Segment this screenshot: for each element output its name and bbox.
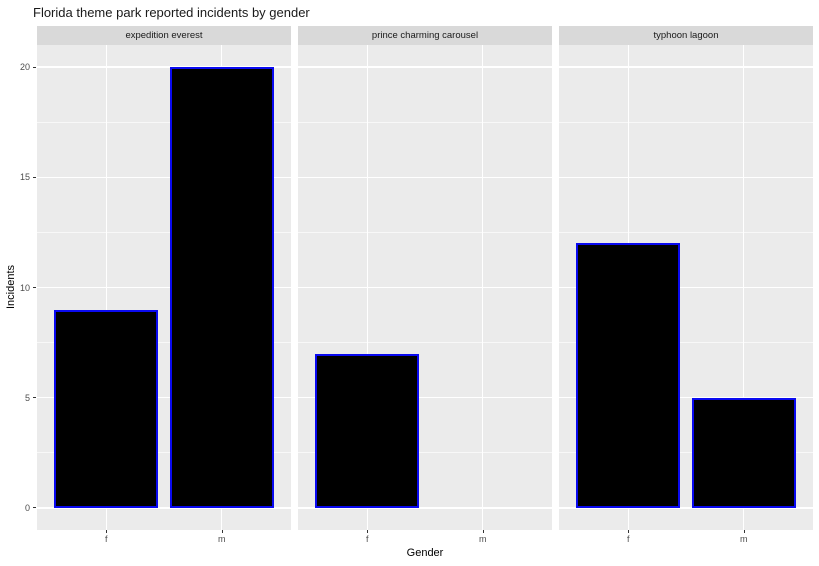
- y-tick: [33, 507, 36, 509]
- x-tick: [106, 530, 108, 533]
- gridline-major: [559, 66, 813, 68]
- facet-panel: [298, 45, 552, 530]
- gridline-vertical: [481, 45, 484, 530]
- gridline-vertical: [105, 45, 108, 530]
- bar: [576, 243, 681, 508]
- x-tick-label: f: [105, 534, 108, 544]
- gridline-major: [298, 507, 552, 509]
- x-tick: [482, 530, 484, 533]
- facet-strip: typhoon lagoon: [559, 26, 813, 45]
- x-tick-label: f: [366, 534, 369, 544]
- gridline-major: [37, 286, 291, 289]
- x-tick: [743, 530, 745, 533]
- x-tick-label: m: [739, 534, 748, 544]
- gridline-major: [559, 507, 813, 509]
- gridline-minor: [37, 342, 291, 344]
- gridline-minor: [298, 121, 552, 123]
- gridline-major: [37, 507, 291, 509]
- gridline-minor: [298, 231, 552, 233]
- x-tick-label: f: [627, 534, 630, 544]
- gridline-major: [37, 176, 291, 179]
- y-tick-label: 10: [19, 282, 30, 293]
- x-axis-title: Gender: [406, 547, 444, 559]
- gridline-major: [298, 286, 552, 289]
- gridline-major: [559, 396, 813, 399]
- x-tick-label: m: [217, 534, 226, 544]
- bar: [169, 67, 274, 508]
- y-tick: [33, 66, 36, 68]
- bar: [54, 309, 159, 508]
- x-tick: [221, 530, 223, 533]
- gridline-minor: [559, 121, 813, 123]
- y-tick-label: 0: [24, 502, 30, 513]
- y-tick-label: 20: [19, 62, 30, 73]
- y-tick-label: 15: [19, 172, 30, 183]
- gridline-minor: [559, 342, 813, 344]
- gridline-minor: [559, 231, 813, 233]
- gridline-vertical: [366, 45, 369, 530]
- gridline-major: [298, 396, 552, 399]
- bar: [691, 397, 796, 508]
- y-tick: [33, 287, 36, 288]
- gridline-minor: [298, 342, 552, 344]
- gridline-minor: [559, 452, 813, 454]
- y-tick: [33, 176, 36, 178]
- facet-strip: expedition everest: [37, 26, 291, 45]
- gridline-major: [37, 396, 291, 399]
- gridline-major: [559, 176, 813, 179]
- y-tick-label: 5: [24, 392, 30, 403]
- facet-strip: prince charming carousel: [298, 26, 552, 45]
- facet-panel: [559, 45, 813, 530]
- gridline-minor: [298, 452, 552, 454]
- chart-title: Florida theme park reported incidents by…: [33, 5, 310, 20]
- gridline-major: [298, 66, 552, 68]
- gridline-major: [298, 176, 552, 179]
- gridline-minor: [37, 452, 291, 454]
- bar: [315, 353, 420, 508]
- facet-panel: [37, 45, 291, 530]
- y-tick: [33, 397, 36, 399]
- x-tick: [628, 530, 630, 533]
- gridline-minor: [37, 121, 291, 123]
- gridline-major: [559, 286, 813, 289]
- gridline-major: [37, 66, 291, 68]
- gridline-vertical: [742, 45, 745, 530]
- gridline-minor: [37, 231, 291, 233]
- x-tick-label: m: [478, 534, 487, 544]
- x-tick: [367, 530, 369, 533]
